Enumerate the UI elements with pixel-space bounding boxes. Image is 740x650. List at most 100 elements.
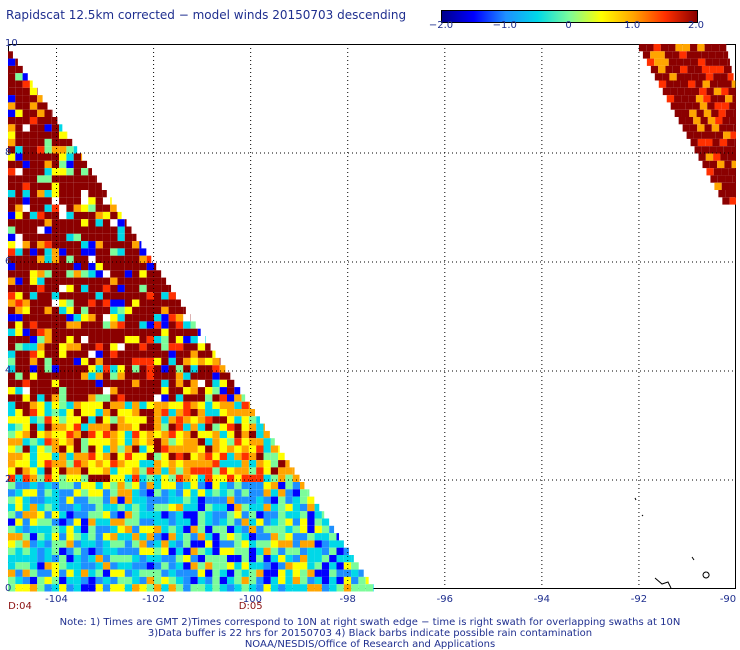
wind-cell	[146, 350, 154, 358]
wind-cell	[59, 430, 67, 439]
lat-tick-label: 8	[5, 147, 12, 158]
wind-cell	[321, 511, 325, 519]
wind-cell	[73, 496, 81, 504]
wind-cell	[22, 87, 30, 96]
wind-cell	[168, 350, 176, 358]
wind-cell	[102, 467, 111, 475]
wind-cell	[168, 328, 176, 336]
wind-cell	[711, 109, 719, 117]
wind-cell	[59, 409, 67, 417]
wind-cell	[8, 263, 16, 271]
wind-cell	[117, 292, 125, 300]
wind-cell	[175, 562, 184, 570]
wind-cell	[183, 489, 191, 497]
wind-cell	[37, 175, 45, 183]
wind-cell	[117, 306, 125, 315]
wind-cell	[190, 445, 198, 453]
wind-cell	[241, 394, 246, 402]
wind-cell	[44, 117, 52, 125]
wind-cell	[73, 204, 81, 212]
wind-cell	[29, 430, 38, 439]
wind-cell	[29, 226, 38, 234]
wind-cell	[95, 372, 103, 380]
wind-cell	[59, 343, 67, 351]
wind-cell	[44, 482, 52, 490]
wind-cell	[183, 482, 191, 490]
wind-cell	[219, 357, 221, 366]
wind-cell	[95, 482, 103, 490]
wind-cell	[161, 292, 169, 300]
wind-cell	[102, 576, 111, 585]
wind-cell	[146, 394, 154, 402]
wind-cell	[59, 467, 67, 475]
wind-cell	[51, 482, 60, 490]
wind-cell	[44, 496, 52, 504]
wind-cell	[110, 233, 118, 242]
wind-cell	[219, 394, 227, 402]
wind-cell	[132, 569, 140, 577]
wind-cell	[51, 372, 60, 380]
wind-cell	[219, 584, 227, 592]
wind-cell	[29, 131, 38, 139]
wind-cell	[270, 503, 279, 512]
wind-cell	[705, 153, 714, 161]
wind-cell	[66, 277, 74, 285]
wind-cell	[44, 547, 52, 555]
wind-cell	[29, 306, 38, 315]
wind-cell	[124, 423, 133, 431]
wind-cell	[66, 160, 74, 169]
wind-cell	[139, 365, 147, 373]
wind-cell	[22, 168, 30, 176]
wind-cell	[336, 569, 344, 577]
wind-cell	[124, 387, 133, 395]
wind-cell	[51, 438, 60, 446]
wind-cell	[22, 226, 30, 234]
wind-cell	[683, 58, 691, 66]
wind-cell	[66, 584, 74, 592]
wind-cell	[51, 175, 60, 183]
wind-cell	[168, 569, 176, 577]
wind-cell	[81, 241, 89, 249]
wind-cell	[29, 248, 38, 256]
wind-cell	[95, 350, 103, 358]
wind-cell	[256, 452, 264, 461]
wind-cell	[66, 255, 74, 263]
wind-cell	[81, 423, 89, 431]
wind-cell	[15, 394, 23, 402]
wind-cell	[168, 496, 176, 504]
wind-cell	[66, 197, 74, 205]
wind-cell	[22, 95, 30, 103]
wind-cell	[73, 233, 81, 242]
wind-cell	[8, 452, 16, 461]
wind-cell	[95, 511, 103, 519]
wind-cell	[102, 474, 111, 482]
wind-cell	[139, 452, 147, 461]
wind-cell	[8, 175, 16, 183]
wind-cell	[175, 350, 184, 358]
wind-cell	[132, 445, 140, 453]
wind-cell	[278, 525, 286, 534]
wind-cell	[117, 430, 125, 439]
wind-cell	[248, 584, 257, 592]
wind-cell	[161, 482, 169, 490]
wind-cell	[190, 569, 198, 577]
wind-cell	[190, 452, 198, 461]
wind-cell	[154, 482, 162, 490]
wind-cell	[124, 467, 133, 475]
wind-cell	[44, 306, 52, 315]
wind-cell	[102, 357, 111, 366]
wind-cell	[66, 190, 74, 198]
wind-cell	[241, 555, 249, 563]
wind-cell	[29, 445, 38, 453]
wind-cell	[227, 562, 235, 570]
wind-cell	[15, 540, 23, 548]
wind-cell	[88, 233, 96, 242]
wind-cell	[44, 190, 52, 198]
wind-cell	[95, 584, 103, 592]
wind-cell	[168, 467, 176, 475]
wind-cell	[219, 423, 227, 431]
wind-cell	[132, 284, 140, 293]
wind-cell	[22, 547, 30, 555]
wind-cell	[314, 540, 322, 548]
